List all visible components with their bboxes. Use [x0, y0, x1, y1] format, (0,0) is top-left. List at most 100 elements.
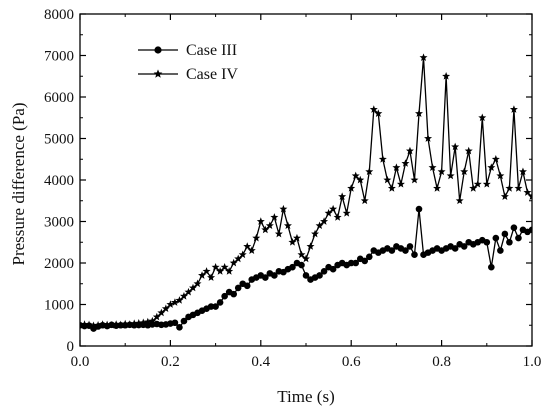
y-axis-title: Pressure difference (Pa) [9, 102, 28, 265]
data-point [406, 243, 414, 250]
data-point [352, 259, 360, 267]
data-point [193, 279, 202, 288]
data-point [396, 179, 405, 188]
y-tick-label: 0 [67, 339, 75, 355]
data-point [487, 163, 496, 171]
data-point [387, 184, 396, 192]
data-point [501, 230, 509, 238]
data-point [283, 221, 292, 230]
legend-entry-case-iv: Case IV [138, 66, 238, 83]
data-point [360, 196, 369, 205]
data-point [121, 319, 130, 328]
data-point [107, 321, 116, 329]
data-point [85, 320, 94, 329]
data-point [361, 257, 369, 265]
data-point [342, 209, 351, 217]
y-tick-label: 4000 [44, 173, 74, 189]
y-tick-label: 8000 [44, 7, 74, 23]
data-point [171, 319, 179, 327]
data-point [365, 253, 373, 261]
data-point [134, 318, 143, 327]
data-point [514, 184, 523, 192]
y-tick-label: 1000 [44, 298, 74, 314]
data-point [509, 105, 518, 113]
axes: 0.0 0.2 0.4 0.6 0.8 1.0 0 1000 2000 3000 4000 5000 6… [44, 7, 541, 370]
data-point [243, 282, 251, 290]
data-point [243, 242, 252, 250]
data-point [428, 163, 437, 171]
data-point [488, 263, 495, 271]
data-point [130, 319, 139, 327]
data-point [455, 196, 464, 205]
data-point [139, 318, 148, 327]
data-point [338, 192, 347, 200]
data-point [515, 234, 522, 242]
data-point [433, 184, 442, 192]
data-point [89, 321, 98, 330]
data-point [271, 272, 278, 279]
data-point [315, 221, 324, 230]
legend-label: Case III [186, 42, 237, 59]
data-point [143, 317, 152, 326]
data-point [442, 72, 451, 80]
data-point [98, 320, 107, 328]
data-point [469, 184, 478, 192]
data-point [419, 53, 428, 61]
data-point [261, 225, 270, 234]
data-point [510, 224, 518, 232]
data-point [528, 192, 532, 200]
data-point [483, 238, 491, 246]
data-point [288, 238, 297, 246]
data-point [518, 167, 527, 176]
data-point [198, 271, 207, 279]
data-point [415, 109, 423, 117]
data-point [506, 238, 513, 246]
y-tick-label: 2000 [44, 256, 74, 272]
data-point [80, 320, 89, 328]
data-point [505, 184, 514, 192]
data-point [492, 234, 500, 242]
data-point [116, 320, 125, 329]
data-point [388, 247, 396, 254]
data-point [351, 171, 360, 180]
x-tick-label: 0.0 [71, 354, 90, 370]
legend: Case III Case IV [138, 42, 238, 83]
data-point [103, 320, 112, 329]
data-point [184, 287, 193, 296]
data-point [234, 254, 243, 263]
data-point [311, 229, 320, 238]
series-line [80, 208, 532, 330]
data-point [170, 298, 179, 306]
series-case-iii [80, 205, 532, 332]
data-point [347, 184, 356, 192]
data-point [306, 242, 315, 250]
data-point [491, 155, 500, 163]
data-point [166, 300, 175, 308]
data-point [464, 146, 473, 155]
x-tick-label: 0.4 [251, 354, 270, 370]
x-tick-label: 1.0 [523, 354, 542, 370]
axes-frame [79, 13, 533, 347]
data-point [161, 304, 170, 313]
data-point [316, 272, 323, 279]
data-point [302, 272, 310, 279]
data-point [383, 175, 392, 184]
y-tick-label: 6000 [44, 90, 74, 106]
data-point [446, 171, 455, 180]
data-point [437, 167, 446, 176]
data-point [320, 217, 329, 225]
data-point [333, 213, 342, 221]
data-point [289, 263, 296, 271]
data-point [247, 246, 256, 254]
series-case-iv [80, 53, 532, 330]
data-point [497, 247, 504, 254]
data-point [189, 283, 197, 292]
data-point [262, 274, 269, 281]
data-point [148, 316, 157, 325]
legend-label: Case IV [186, 66, 238, 83]
data-point [176, 324, 183, 331]
data-point [274, 229, 283, 238]
data-point [292, 233, 301, 242]
data-point [392, 163, 401, 171]
data-point [152, 312, 161, 321]
